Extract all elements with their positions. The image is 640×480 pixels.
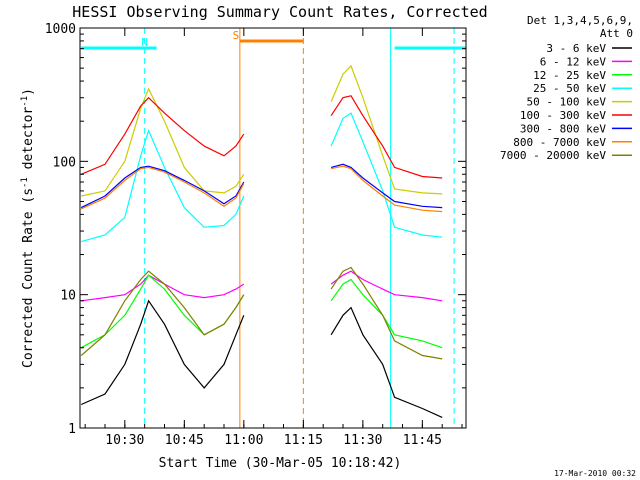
- series-line-3-seg-1: [330, 112, 443, 238]
- series-layer: [80, 64, 443, 418]
- y-axis-label: Corrected Count Rate (s-1 detector-1): [20, 88, 36, 368]
- chart-title: HESSI Observing Summary Count Rates, Cor…: [72, 3, 487, 21]
- series-line-2-seg-1: [330, 278, 443, 349]
- x-tick-label-1: 10:45: [165, 433, 204, 448]
- y-axis-label-sup2: -1: [20, 96, 30, 107]
- series-line-8-seg-0: [80, 270, 245, 356]
- series-line-7-seg-1: [330, 165, 443, 213]
- x-tick-label-4: 11:30: [343, 433, 382, 448]
- legend-label-0: 3 - 6 keV: [546, 42, 606, 55]
- y-tick-label-0: 1: [68, 422, 76, 437]
- legend-label-8: 7000 - 20000 keV: [500, 149, 606, 162]
- series-line-2-seg-0: [80, 274, 245, 349]
- series-line-0-seg-1: [330, 306, 443, 418]
- y-tick-label-2: 100: [53, 155, 76, 170]
- y-axis-label-sup1: -1: [20, 177, 30, 188]
- series-line-1-seg-1: [330, 270, 443, 302]
- annotation-layer: NS: [81, 28, 466, 428]
- series-line-6-seg-1: [330, 163, 443, 209]
- series-line-5-seg-0: [80, 96, 245, 175]
- legend-label-6: 300 - 800 keV: [520, 122, 606, 135]
- legend-header-line2: Att 0: [600, 27, 633, 40]
- legend-label-7: 800 - 7000 keV: [513, 136, 606, 149]
- legend-label-3: 25 - 50 keV: [533, 82, 606, 95]
- x-tick-label-2: 11:00: [224, 433, 263, 448]
- series-line-0-seg-0: [80, 299, 245, 406]
- y-tick-label-3: 1000: [45, 22, 76, 37]
- annotation-n-label: N: [141, 36, 148, 49]
- annotation-s-label: S: [233, 29, 240, 42]
- legend-label-1: 6 - 12 keV: [540, 55, 607, 68]
- y-tick-label-1: 10: [60, 289, 76, 304]
- x-axis-label: Start Time (30-Mar-05 10:18:42): [159, 456, 402, 471]
- x-tick-label-5: 11:45: [403, 433, 442, 448]
- series-line-5-seg-1: [330, 95, 443, 179]
- y-axis-label-text: Corrected Count Rate (s: [21, 188, 36, 368]
- y-axis-label-mid: detector: [21, 107, 36, 178]
- legend-header-line1: Det 1,3,4,5,6,9,: [527, 14, 633, 27]
- plot-frame: [79, 27, 467, 429]
- x-axis: 10:30 10:45 11:00 11:15 11:30 11:45: [84, 28, 463, 448]
- legend-label-4: 50 - 100 keV: [527, 96, 607, 109]
- x-tick-label-0: 10:30: [105, 433, 144, 448]
- legend-label-5: 100 - 300 keV: [520, 109, 606, 122]
- series-line-4-seg-0: [81, 87, 245, 197]
- series-line-8-seg-1: [330, 266, 443, 360]
- series-line-6-seg-0: [80, 165, 245, 209]
- series-line-7-seg-0: [80, 166, 245, 210]
- y-axis: 1 10 100 1000: [45, 22, 466, 437]
- y-axis-label-end: ): [21, 88, 36, 96]
- footer-date: 17-Mar-2010 00:32: [554, 469, 636, 478]
- legend-label-2: 12 - 25 keV: [533, 69, 606, 82]
- x-tick-label-3: 11:15: [284, 433, 323, 448]
- series-line-3-seg-0: [81, 128, 245, 243]
- series-line-4-seg-1: [330, 64, 443, 195]
